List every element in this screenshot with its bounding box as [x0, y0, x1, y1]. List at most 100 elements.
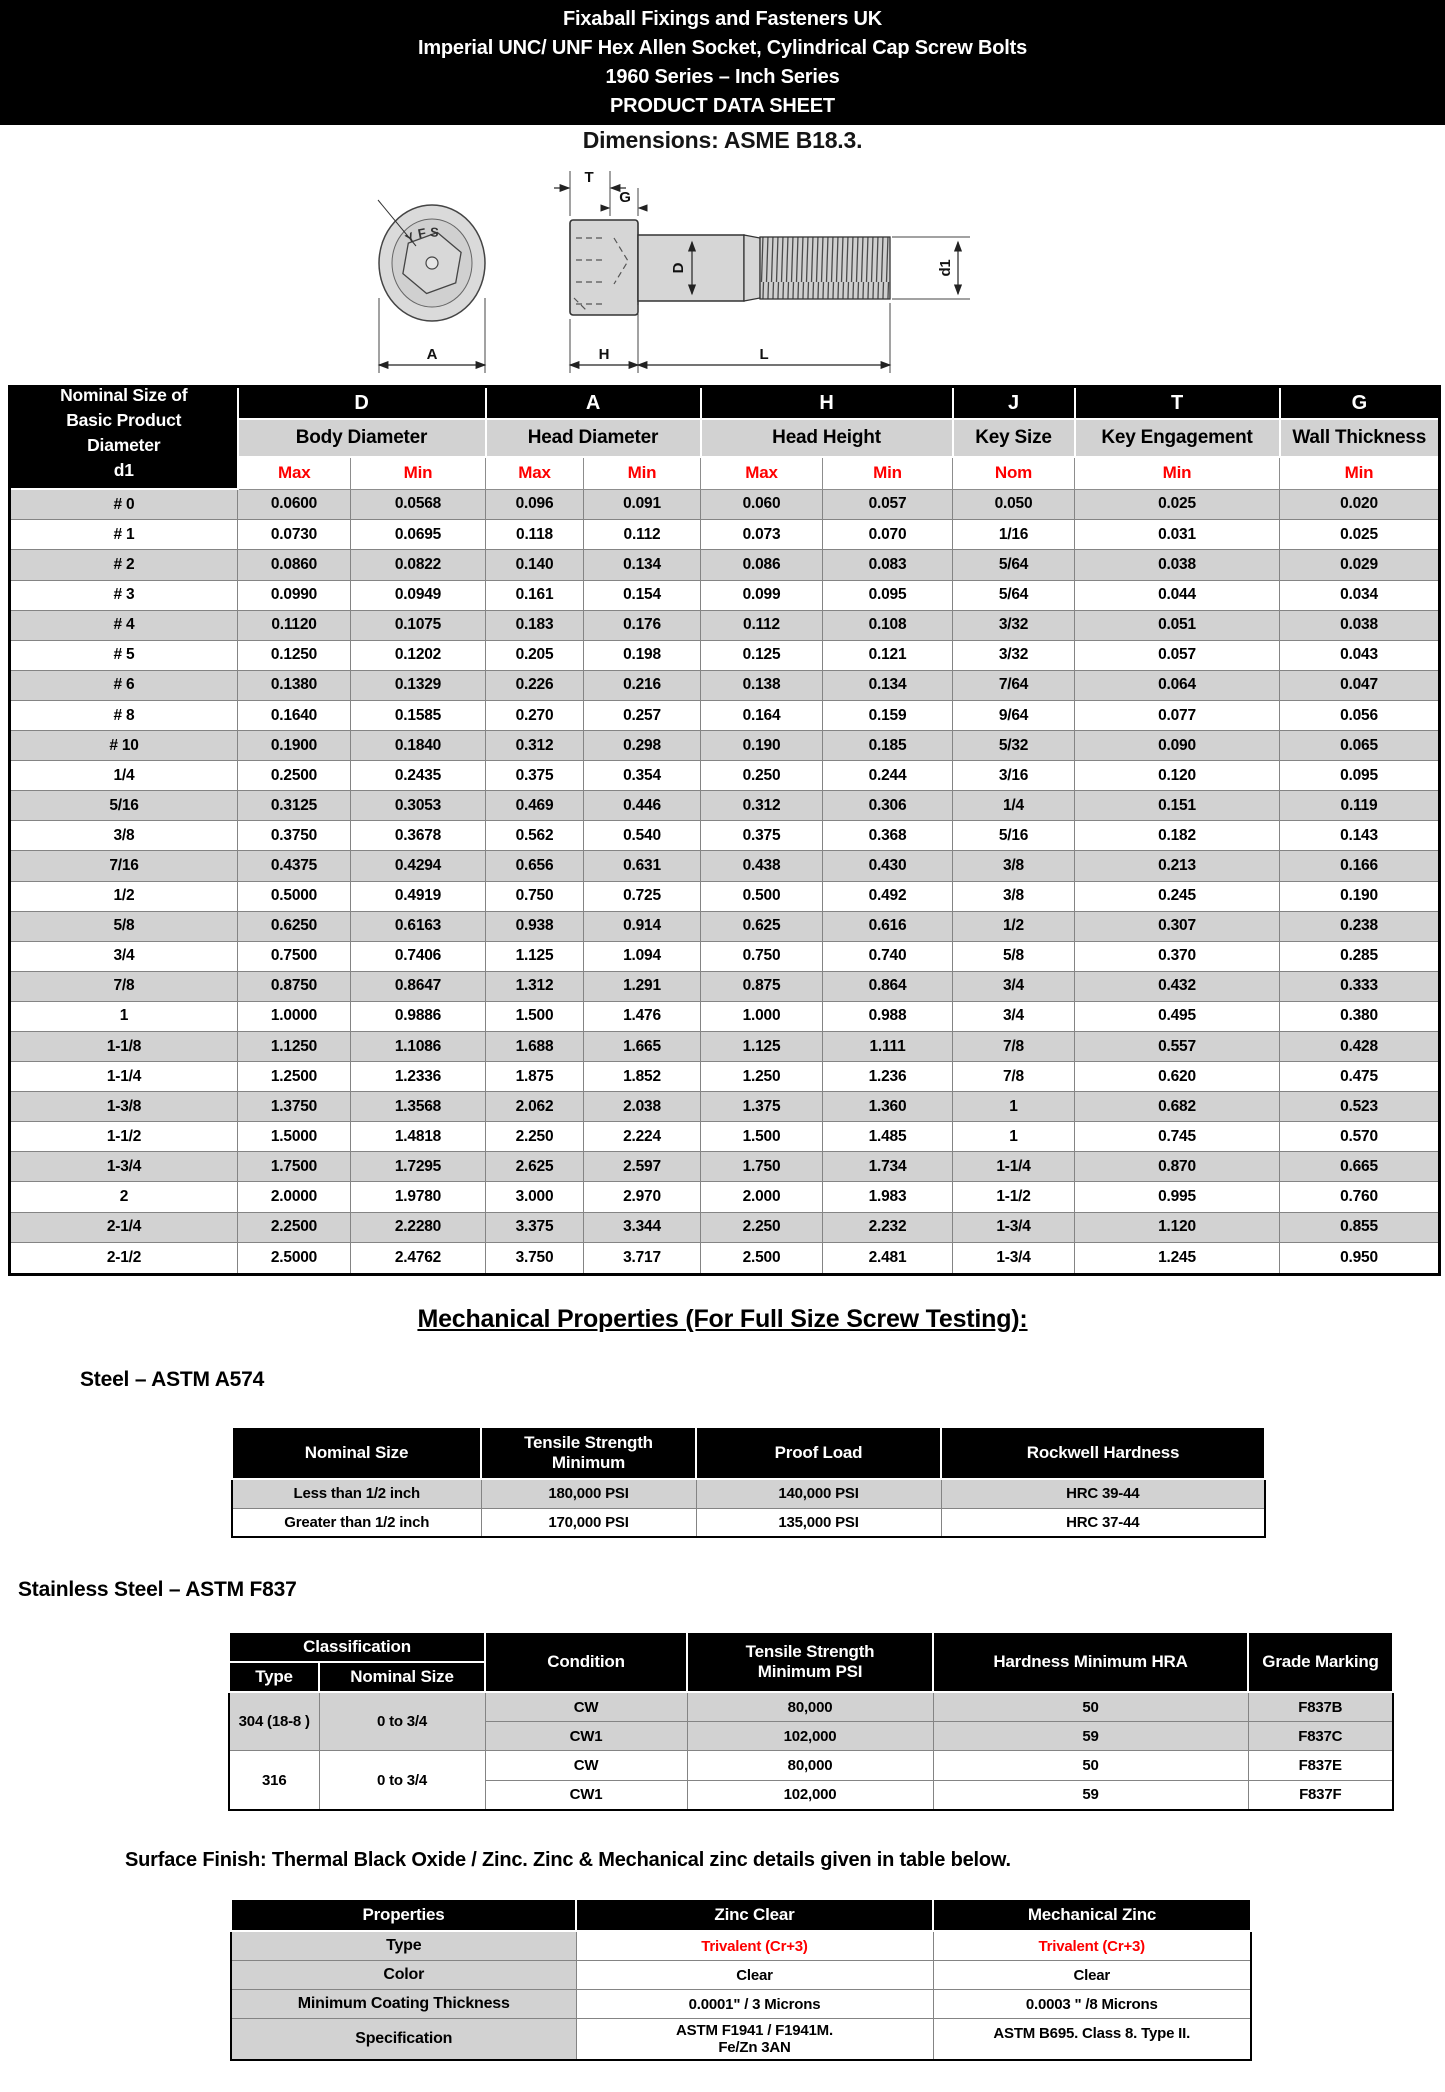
- col-name-head-diameter: Head Diameter: [484, 418, 702, 459]
- cell: 0.3750: [237, 820, 351, 852]
- table-row: 2-1/4 2.2500 2.2280 3.375 3.344 2.250 2.232 1-3…: [9, 1211, 1440, 1243]
- cell: 1.485: [822, 1121, 953, 1153]
- cell: 1.852: [583, 1061, 701, 1093]
- subhead-min: Min: [1279, 456, 1440, 490]
- col-letter-J: J: [951, 385, 1076, 421]
- cell: 1.9780: [350, 1181, 486, 1213]
- title-banner: Fixaball Fixings and Fasteners UK Imperi…: [0, 0, 1445, 125]
- subhead-min: Min: [1074, 456, 1280, 490]
- table-row: 1 1.0000 0.9886 1.500 1.476 1.000 0.988 3/4 0.49…: [9, 1000, 1440, 1032]
- dimensions-standard-note: Dimensions: ASME B18.3.: [582, 127, 863, 153]
- cell: 0.120: [1074, 760, 1280, 792]
- row-label-cell: # 8: [9, 699, 238, 732]
- cell: ASTM F1941 / F1941M. Fe/Zn 3AN: [575, 2018, 934, 2061]
- cell: 0.270: [485, 699, 584, 732]
- cell: 5/32: [952, 730, 1075, 762]
- cell: 1: [952, 1091, 1075, 1123]
- subhead-max: Max: [485, 456, 584, 490]
- cell: F837B: [1247, 1691, 1394, 1723]
- cell: 0.4919: [350, 880, 486, 912]
- cell: 0.0003 " /8 Microns: [932, 1989, 1252, 2019]
- cell: F837C: [1247, 1721, 1394, 1752]
- cell: 140,000 PSI: [695, 1478, 942, 1509]
- ss-col-condition: Condition: [484, 1631, 689, 1693]
- subhead-min: Min: [583, 456, 701, 490]
- cell: 3.717: [583, 1241, 701, 1275]
- cell: 1.000: [700, 1000, 823, 1032]
- cell: 0.086: [700, 549, 823, 581]
- cell: 0.025: [1074, 488, 1280, 521]
- row-label-cell: # 1: [9, 519, 238, 551]
- cell: 0.0568: [350, 488, 486, 521]
- finish-col-properties: Properties: [230, 1898, 577, 1932]
- row-label-cell: # 2: [9, 549, 238, 581]
- table-row: # 8 0.1640 0.1585 0.270 0.257 0.164 0.159 9/64 0…: [9, 699, 1440, 732]
- cell: 0.154: [583, 579, 701, 611]
- cell: 1-1/2: [952, 1181, 1075, 1213]
- row-label-cell: 2: [9, 1181, 238, 1213]
- end-view: YFS A: [377, 199, 487, 373]
- cell: 0.370: [1074, 940, 1280, 972]
- cell: 1-3/4: [952, 1211, 1075, 1243]
- cell: 2.4762: [350, 1241, 486, 1275]
- mechanical-properties-heading: Mechanical Properties (For Full Size Scr…: [417, 1305, 1028, 1333]
- cell: 0.077: [1074, 699, 1280, 732]
- cell: 0.1329: [350, 669, 486, 701]
- label-H: H: [599, 346, 610, 363]
- cell: 50: [932, 1691, 1249, 1723]
- cell: 0.190: [1279, 880, 1440, 912]
- cell: 2.500: [700, 1241, 823, 1275]
- cell: 0.112: [700, 609, 823, 641]
- leader-line: [377, 199, 417, 247]
- row-label-cell: Greater than 1/2 inch: [231, 1507, 482, 1538]
- subhead-min: Min: [350, 456, 486, 490]
- cell: 2.038: [583, 1091, 701, 1123]
- cell: 0.631: [583, 850, 701, 882]
- cell: 0.159: [822, 699, 953, 732]
- cell: 2.232: [822, 1211, 953, 1243]
- cell: 0.095: [1279, 760, 1440, 792]
- cell: 5/16: [952, 820, 1075, 852]
- cell: 80,000: [686, 1691, 934, 1723]
- table-row: 7/8 0.8750 0.8647 1.312 1.291 0.875 0.864 3/4 0.…: [9, 970, 1440, 1002]
- row-label-cell: 1-1/2: [9, 1121, 238, 1153]
- cell: 0.665: [1279, 1151, 1440, 1183]
- table-row: # 3 0.0990 0.0949 0.161 0.154 0.099 0.095 5/64 0…: [9, 579, 1440, 611]
- cell: 0.050: [952, 488, 1075, 521]
- cell: 0.495: [1074, 1000, 1280, 1032]
- cell: 2.970: [583, 1181, 701, 1213]
- table-row: 1/2 0.5000 0.4919 0.750 0.725 0.500 0.492 3/8 0.…: [9, 880, 1440, 912]
- cell: 0.0949: [350, 579, 486, 611]
- cell: 0.250: [700, 760, 823, 792]
- series-title: 1960 Series – Inch Series: [605, 66, 840, 88]
- table-row: # 10 0.1900 0.1840 0.312 0.298 0.190 0.185 5/32…: [9, 730, 1440, 762]
- cell: 3.750: [485, 1241, 584, 1275]
- cell: 0.099: [700, 579, 823, 611]
- cell: 1.111: [822, 1030, 953, 1063]
- cell: 80,000: [686, 1750, 934, 1781]
- cell: 0.333: [1279, 970, 1440, 1002]
- table-row: Color Clear Clear: [230, 1960, 1252, 1990]
- cell: 0.125: [700, 639, 823, 671]
- thread-section: [759, 236, 891, 300]
- cell: 3/8: [952, 850, 1075, 882]
- finish-row-label: Color: [230, 1960, 577, 1990]
- cell: 1.125: [700, 1030, 823, 1063]
- cell: 0.213: [1074, 850, 1280, 882]
- cell: 0.557: [1074, 1030, 1280, 1063]
- cell: 0.285: [1279, 940, 1440, 972]
- cell: 1.245: [1074, 1241, 1280, 1275]
- cell: 7/8: [952, 1030, 1075, 1063]
- cell: 1.688: [485, 1030, 584, 1063]
- cell: 0.198: [583, 639, 701, 671]
- cell: 2.000: [700, 1181, 823, 1213]
- cell: 0.096: [485, 488, 584, 521]
- corner-header: Nominal Size of Basic Product Diameter d…: [8, 385, 239, 490]
- cell: CW1: [484, 1779, 688, 1811]
- cell: 0.740: [822, 940, 953, 972]
- cell: 0.354: [583, 760, 701, 792]
- cell: 0.430: [822, 850, 953, 882]
- surface-finish-note: Surface Finish: Thermal Black Oxide / Zi…: [125, 1849, 1011, 1871]
- cell: Trivalent (Cr+3): [575, 1930, 934, 1961]
- row-label-cell: Less than 1/2 inch: [231, 1478, 482, 1509]
